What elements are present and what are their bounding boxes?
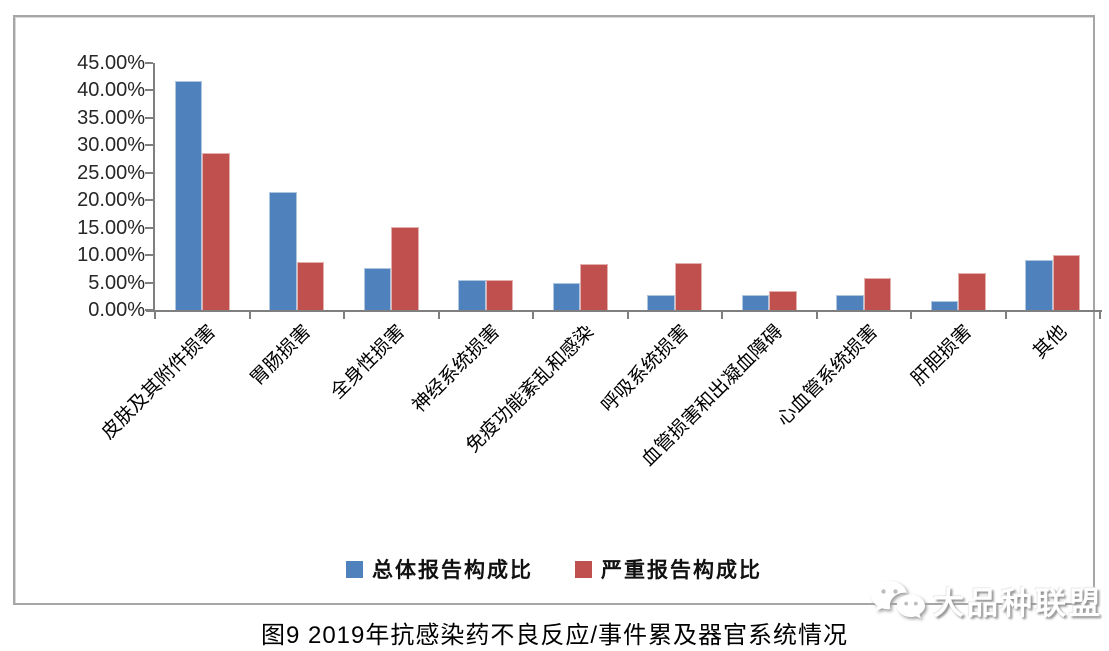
x-axis-tick — [437, 312, 440, 319]
x-axis-category-label: 胃肠损害 — [246, 321, 315, 390]
y-axis-tick — [145, 144, 153, 147]
y-axis-tick — [145, 89, 153, 92]
y-axis-tick-label: 45.00% — [77, 52, 145, 74]
bar-serious — [296, 261, 325, 310]
y-axis-tick — [145, 171, 153, 174]
legend-label-overall: 总体报告构成比 — [372, 559, 533, 582]
bar-serious — [863, 277, 892, 310]
x-axis-category-label: 其他 — [1029, 321, 1071, 364]
bar-overall — [552, 282, 581, 310]
legend-item-overall: 总体报告构成比 — [346, 554, 533, 584]
x-axis-tick — [154, 312, 156, 319]
y-axis-tick — [145, 116, 153, 119]
bar-overall — [363, 267, 392, 310]
x-axis-category-label: 神经系统损害 — [408, 321, 504, 417]
bar-overall — [647, 294, 675, 310]
wechat-icon — [871, 580, 925, 618]
bar-overall — [1025, 260, 1053, 310]
y-axis-tick-label: 25.00% — [77, 161, 145, 184]
y-axis-tick — [145, 199, 153, 202]
y-axis-tick-label: 35.00% — [77, 106, 145, 129]
bar-serious — [769, 291, 797, 310]
x-axis-tick — [343, 312, 345, 319]
bar-overall — [174, 80, 203, 310]
bar-serious — [958, 273, 986, 310]
y-axis-tick-label: 0.00% — [88, 299, 145, 321]
legend: 总体报告构成比 严重报告构成比 — [15, 554, 1093, 584]
y-axis-line — [153, 63, 155, 312]
x-axis-tick — [626, 312, 629, 319]
bar-serious — [485, 280, 514, 310]
bar-serious — [1052, 255, 1081, 310]
x-axis-category-label: 心血管系统损害 — [772, 321, 882, 431]
x-axis-category-label: 呼吸系统损害 — [597, 321, 693, 417]
bar-serious — [580, 263, 608, 310]
y-axis-tick-label: 15.00% — [77, 216, 145, 239]
y-axis-tick — [145, 281, 153, 284]
y-axis-tick — [145, 62, 153, 64]
legend-item-serious: 严重报告构成比 — [575, 554, 762, 584]
x-axis-tick — [532, 312, 534, 319]
bar-serious — [202, 153, 230, 310]
plot-area: 45.00% 40.00% 35.00% 30.00% 25.00% 20.00% 15.0… — [77, 53, 1102, 471]
chart-frame: 45.00% 40.00% 35.00% 30.00% 25.00% 20.00% 15.0… — [13, 15, 1102, 605]
x-axis-tick — [1004, 312, 1007, 319]
x-axis-tick — [248, 312, 251, 319]
y-axis-tick-label: 10.00% — [77, 244, 145, 267]
bar-overall — [741, 294, 770, 310]
y-axis-tick-label: 30.00% — [77, 134, 145, 157]
y-axis-tick — [145, 309, 153, 311]
bar-overall — [269, 192, 297, 310]
bar-overall — [836, 295, 864, 310]
y-axis-tick-label: 20.00% — [77, 189, 145, 212]
bar-overall — [930, 300, 959, 310]
x-axis-line — [146, 310, 1102, 312]
x-axis-tick — [910, 312, 912, 319]
y-axis-tick-label: 5.00% — [88, 271, 145, 294]
legend-label-serious: 严重报告构成比 — [601, 559, 762, 582]
bar-overall — [458, 280, 486, 310]
bar-serious — [391, 227, 419, 310]
y-axis-tick — [145, 226, 153, 229]
x-axis-category-label: 肝胆损害 — [907, 321, 977, 390]
x-axis-category-label: 皮肤及其附件损害 — [98, 321, 221, 444]
y-axis-tick-label: 40.00% — [77, 79, 145, 102]
figure-caption: 图9 2019年抗感染药不良反应/事件累及器官系统情况 — [260, 622, 849, 649]
x-axis-tick — [1099, 312, 1101, 319]
x-axis-tick — [815, 312, 818, 319]
legend-swatch-serious — [575, 560, 592, 578]
y-axis-tick — [145, 254, 153, 257]
legend-swatch-overall — [346, 560, 363, 578]
bar-serious — [674, 263, 703, 310]
x-axis-tick — [721, 312, 723, 319]
watermark-label: 大品种联盟 — [933, 586, 1103, 621]
watermark: 大品种联盟 — [869, 578, 1103, 623]
x-axis-category-label: 全身性损害 — [327, 321, 410, 404]
